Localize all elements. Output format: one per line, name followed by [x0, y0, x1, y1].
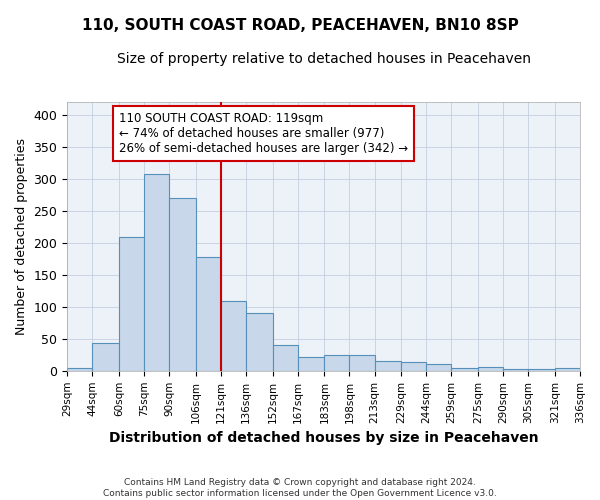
Bar	[144, 174, 169, 371]
Bar	[349, 355, 374, 371]
Bar	[555, 368, 580, 371]
Bar	[272, 346, 298, 371]
Bar	[169, 198, 196, 371]
Bar	[528, 369, 555, 371]
Bar	[119, 236, 144, 371]
Bar	[427, 364, 451, 371]
Bar	[503, 369, 528, 371]
Title: Size of property relative to detached houses in Peacehaven: Size of property relative to detached ho…	[116, 52, 530, 66]
Text: Contains HM Land Registry data © Crown copyright and database right 2024.
Contai: Contains HM Land Registry data © Crown c…	[103, 478, 497, 498]
Text: 110 SOUTH COAST ROAD: 119sqm
← 74% of detached houses are smaller (977)
26% of s: 110 SOUTH COAST ROAD: 119sqm ← 74% of de…	[119, 112, 408, 155]
Bar	[67, 368, 92, 371]
Bar	[325, 355, 349, 371]
Bar	[298, 357, 325, 371]
Text: 110, SOUTH COAST ROAD, PEACEHAVEN, BN10 8SP: 110, SOUTH COAST ROAD, PEACEHAVEN, BN10 …	[82, 18, 518, 32]
Bar	[221, 300, 246, 371]
Bar	[451, 368, 478, 371]
Bar	[246, 314, 272, 371]
Bar	[478, 367, 503, 371]
Y-axis label: Number of detached properties: Number of detached properties	[15, 138, 28, 335]
Bar	[401, 362, 427, 371]
Bar	[196, 257, 221, 371]
Bar	[374, 361, 401, 371]
X-axis label: Distribution of detached houses by size in Peacehaven: Distribution of detached houses by size …	[109, 431, 538, 445]
Bar	[92, 344, 119, 371]
